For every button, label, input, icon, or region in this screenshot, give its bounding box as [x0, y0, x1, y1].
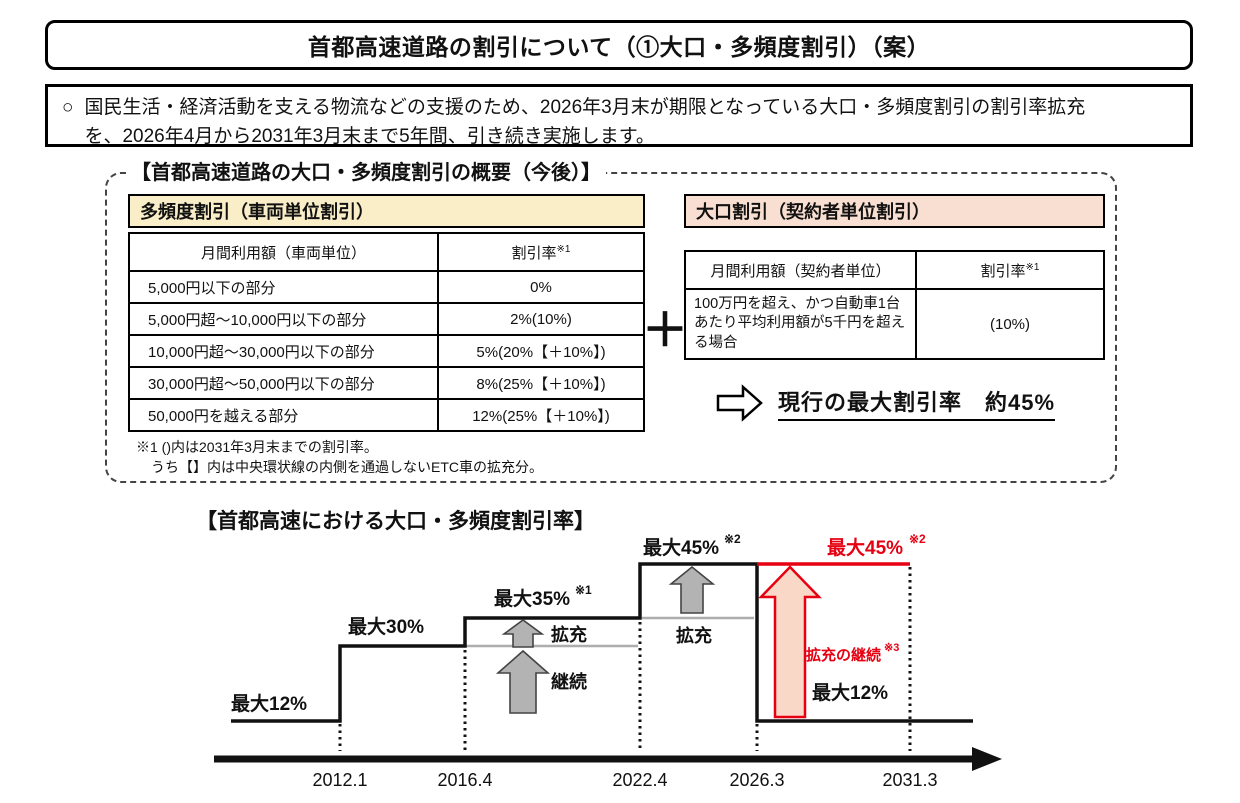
column-header-rate: 割引率※1: [915, 250, 1105, 290]
continue-arrow-icon: [495, 649, 551, 714]
page-title-box: 首都高速道路の割引について（①大口・多頻度割引）（案）: [45, 20, 1193, 70]
discount-rate: 12%(25%【＋10%】): [437, 398, 645, 432]
x-tick-2026: 2026.3: [729, 770, 784, 790]
footnote-ref: ※1: [1025, 261, 1040, 273]
expand-continue-arrow-icon: [758, 565, 822, 719]
bulk-condition: 100万円を超え、かつ自動車1台あたり平均利用額が5千円を超える場合: [684, 288, 917, 360]
discount-rate-step-chart: 最大12% 最大30% 最大35% ※1 最大45% ※2 最大45% ※2 最…: [214, 532, 1002, 790]
label-max35-sup: ※1: [575, 583, 592, 597]
label-max45-black: 最大45%: [643, 536, 719, 559]
label-expand-continue: 拡充の継続: [806, 646, 881, 664]
usage-range: 50,000円を越える部分: [128, 398, 439, 432]
label-max12-right: 最大12%: [812, 681, 888, 704]
overview-dashed-box: [105, 172, 1117, 483]
discount-step-line: [231, 562, 973, 723]
table-row: 50,000円を越える部分 12%(25%【＋10%】): [128, 398, 645, 432]
column-header-usage: 月間利用額（車両単位）: [128, 232, 439, 272]
table-row: 10,000円超～30,000円以下の部分 5%(20%【＋10%】): [128, 334, 645, 368]
plus-symbol: ＋: [642, 304, 688, 356]
intro-text: 国民生活・経済活動を支える物流などの支援のため、2026年3月末が期限となってい…: [84, 94, 1086, 147]
current-max-label: 現行の最大割引率 約45%: [778, 385, 1056, 421]
circle-bullet: ○: [62, 97, 74, 118]
table-row: 100万円を超え、かつ自動車1台あたり平均利用額が5千円を超える場合 (10%): [684, 288, 1105, 360]
footnote-line-2: うち【】内は中央環状線の内側を通過しないETC車の拡充分。: [151, 458, 543, 475]
chart-title: 【首都高速における大口・多頻度割引率】: [196, 510, 595, 533]
usage-range: 30,000円超～50,000円以下の部分: [128, 366, 439, 400]
label-max35: 最大35%: [494, 587, 570, 610]
table-row: 5,000円以下の部分 0%: [128, 270, 645, 304]
gray-up-arrows: [495, 565, 716, 714]
table-row: 30,000円超～50,000円以下の部分 8%(25%【＋10%】): [128, 366, 645, 400]
usage-range: 5,000円以下の部分: [128, 270, 439, 304]
column-header-rate: 割引率※1: [437, 232, 645, 272]
frequent-discount-table: 月間利用額（車両単位） 割引率※1 5,000円以下の部分 0% 5,000円超…: [128, 232, 645, 432]
x-tick-2031: 2031.3: [882, 770, 937, 790]
intro-line-1: 国民生活・経済活動を支える物流などの支援のため、2026年3月末が期限となってい…: [84, 97, 1086, 118]
label-max12-left: 最大12%: [231, 692, 307, 715]
overview-title: 【首都高速道路の大口・多頻度割引の概要（今後）】: [126, 156, 606, 185]
bulk-discount-header: 大口割引（契約者単位割引）: [684, 194, 1105, 228]
discount-rate: 0%: [437, 270, 645, 304]
frequent-discount-header: 多頻度割引（車両単位割引）: [128, 194, 645, 228]
discount-rate: 8%(25%【＋10%】): [437, 366, 645, 400]
label-expand-2: 拡充: [676, 625, 712, 646]
x-tick-2012: 2012.1: [312, 770, 367, 790]
label-expand-1: 拡充: [551, 624, 587, 645]
page-title: 首都高速道路の割引について（①大口・多頻度割引）（案）: [307, 34, 931, 60]
label-expand-continue-sup: ※3: [884, 642, 899, 654]
intro-box: ○ 国民生活・経済活動を支える物流などの支援のため、2026年3月末が期限となっ…: [45, 84, 1193, 147]
footnote-ref: ※1: [556, 243, 571, 255]
dotted-guides: [338, 567, 912, 751]
right-block-arrow-icon: [716, 384, 763, 422]
x-tick-2016: 2016.4: [437, 770, 492, 790]
usage-range: 10,000円超～30,000円以下の部分: [128, 334, 439, 368]
table-row: 5,000円超～10,000円以下の部分 2%(10%): [128, 302, 645, 336]
expand-arrow-icon: [668, 565, 716, 614]
discount-rate: (10%): [915, 288, 1105, 360]
table-footnotes: ※1 ()内は2031年3月末までの割引率。 うち【】内は中央環状線の内側を通過…: [136, 438, 543, 477]
label-max45-red: 最大45%: [827, 536, 903, 559]
discount-rate: 2%(10%): [437, 302, 645, 336]
discount-rate: 5%(20%【＋10%】): [437, 334, 645, 368]
x-axis-arrowhead-icon: [972, 747, 1002, 771]
table-header-row: 月間利用額（契約者単位） 割引率※1: [684, 250, 1105, 290]
table-header-row: 月間利用額（車両単位） 割引率※1: [128, 232, 645, 272]
label-continue: 継続: [551, 671, 587, 692]
label-max45-red-sup: ※2: [909, 532, 926, 546]
current-max-row: 現行の最大割引率 約45%: [716, 384, 1056, 422]
column-header-usage: 月間利用額（契約者単位）: [684, 250, 917, 290]
x-tick-2022: 2022.4: [612, 770, 667, 790]
label-max30: 最大30%: [348, 615, 424, 638]
expand-arrow-icon: [501, 619, 545, 648]
footnote-line-1: ※1 ()内は2031年3月末までの割引率。: [136, 439, 378, 455]
intro-line-2: を、2026年4月から2031年3月末まで5年間、引き続き実施します。: [84, 125, 655, 147]
label-max45-black-sup: ※2: [724, 532, 741, 546]
usage-range: 5,000円超～10,000円以下の部分: [128, 302, 439, 336]
bulk-discount-table: 月間利用額（契約者単位） 割引率※1 100万円を超え、かつ自動車1台あたり平均…: [684, 250, 1105, 360]
